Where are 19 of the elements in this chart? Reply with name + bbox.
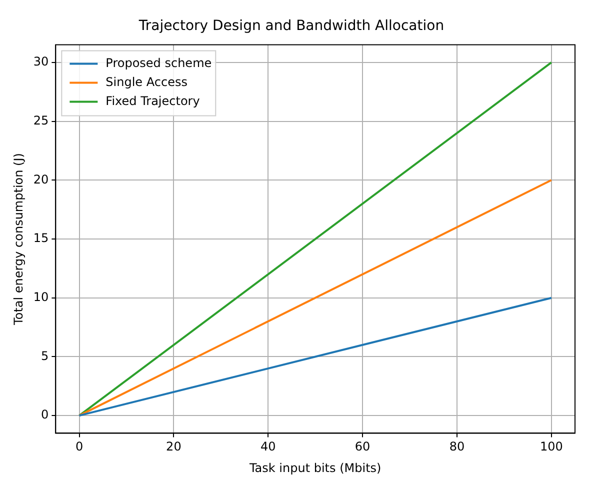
- y-tick-label: 10: [33, 290, 49, 304]
- x-tick-label: 60: [354, 440, 370, 454]
- x-tick-label: 40: [260, 440, 276, 454]
- legend-label: Fixed Trajectory: [106, 94, 200, 108]
- y-tick-label: 25: [33, 113, 49, 128]
- legend-label: Single Access: [106, 74, 188, 89]
- legend-label: Proposed scheme: [106, 56, 212, 70]
- chart-title: Trajectory Design and Bandwidth Allocation: [138, 18, 444, 34]
- x-tick-label: 0: [75, 440, 84, 454]
- y-tick-label: 5: [41, 348, 49, 363]
- y-tick-label: 30: [33, 54, 49, 69]
- x-tick-label: 20: [166, 440, 182, 454]
- x-axis-title: Task input bits (Mbits): [248, 460, 382, 475]
- x-tick-label: 100: [540, 440, 563, 454]
- x-tick-label: 80: [449, 440, 465, 454]
- y-tick-label: 20: [33, 172, 49, 186]
- y-axis-title: Total energy consumption (J): [11, 153, 26, 326]
- y-tick-label: 15: [33, 231, 49, 246]
- y-tick-label: 0: [41, 408, 49, 422]
